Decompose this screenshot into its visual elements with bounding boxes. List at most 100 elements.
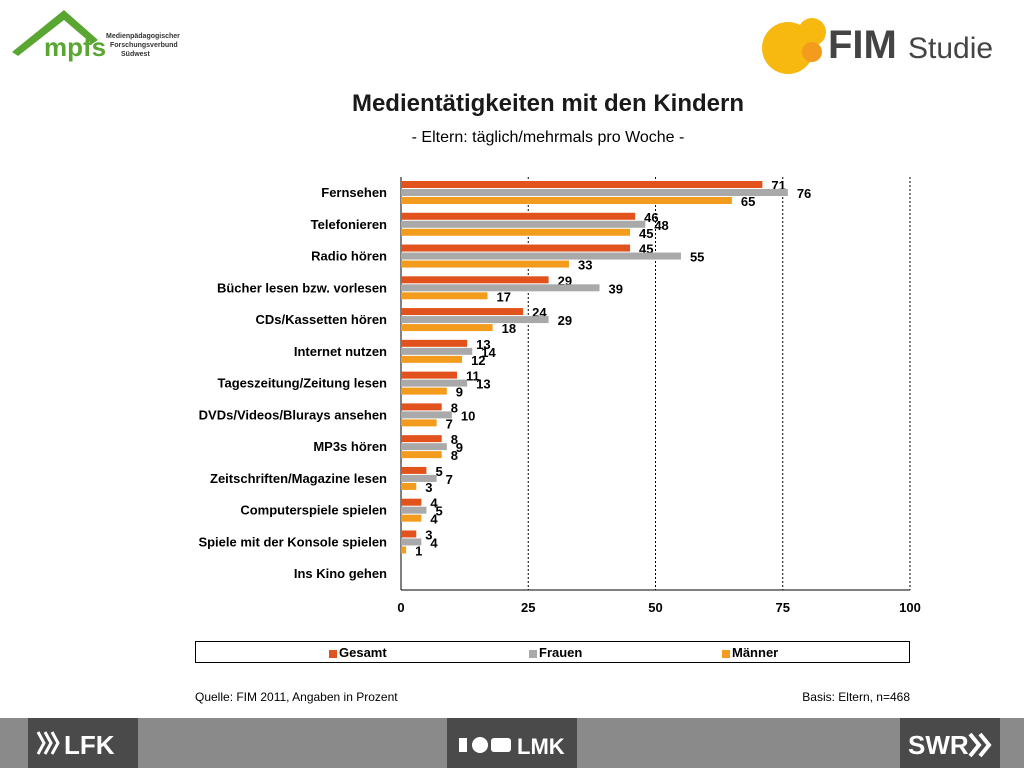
data-label: 13 (476, 337, 490, 352)
data-label: 5 (435, 504, 442, 519)
x-tick-label: 25 (521, 600, 535, 615)
lfk-logo: LFK (28, 718, 138, 768)
legend-item-gesamt: Gesamt (329, 645, 387, 660)
data-label: 18 (502, 321, 516, 336)
bar-maenner (401, 197, 732, 204)
source-note: Quelle: FIM 2011, Angaben in Prozent (195, 690, 398, 704)
data-label: 65 (741, 194, 755, 209)
category-label: Spiele mit der Konsole spielen (198, 534, 387, 549)
lmk-logo: LMK (447, 718, 577, 768)
bar-frauen (401, 538, 422, 546)
bar-gesamt (401, 276, 549, 284)
bar-gesamt (401, 530, 417, 538)
data-label: 3 (425, 480, 432, 495)
category-label: Tageszeitung/Zeitung lesen (217, 376, 387, 391)
data-label: 17 (497, 289, 511, 304)
x-tick-label: 50 (648, 600, 662, 615)
category-label: CDs/Kassetten hören (256, 312, 388, 327)
chart-title: Medientätigkeiten mit den Kindern (351, 90, 745, 117)
data-label: 8 (451, 432, 458, 447)
x-tick-label: 100 (899, 600, 921, 615)
svg-text:Forschungsverbund: Forschungsverbund (110, 42, 178, 49)
bar-gesamt (401, 339, 468, 347)
bar-frauen (401, 347, 473, 355)
data-label: 45 (639, 226, 653, 241)
data-label: 76 (797, 186, 811, 201)
chart-legend: Gesamt Frauen Männer (195, 641, 910, 663)
data-label: 10 (461, 408, 475, 423)
data-label: 12 (471, 353, 485, 368)
mpfs-logo: mpfs Medienpädagogischer Forschungsverbu… (6, 0, 196, 70)
bar-frauen (401, 474, 437, 482)
mpfs-logo-text: mpfs (44, 32, 106, 62)
bar-gesamt (401, 498, 422, 506)
bar-gesamt (401, 308, 524, 316)
bar-gesamt (401, 435, 442, 443)
basis-note: Basis: Eltern, n=468 (802, 690, 910, 704)
category-label: Zeitschriften/Magazine lesen (210, 471, 387, 486)
bar-gesamt (401, 212, 636, 220)
bar-maenner (401, 355, 463, 363)
data-label: 8 (451, 448, 458, 463)
bar-gesamt (401, 371, 457, 379)
data-label: 9 (456, 440, 463, 455)
bar-maenner (401, 451, 442, 459)
bar-frauen (401, 411, 452, 419)
x-tick-label: 0 (397, 600, 404, 615)
swr-logo: SWR (900, 718, 1000, 768)
bar-maenner (401, 260, 569, 268)
bar-frauen (401, 284, 600, 292)
svg-text:LFK: LFK (64, 730, 115, 760)
legend-item-frauen: Frauen (529, 645, 582, 660)
data-label: 9 (456, 385, 463, 400)
data-label: 4 (430, 496, 438, 511)
bar-maenner (401, 324, 493, 332)
bar-maenner (401, 546, 407, 554)
bar-frauen (401, 252, 681, 260)
legend-swatch-gesamt (329, 649, 337, 658)
chart-subtitle: - Eltern: täglich/mehrmals pro Woche - (411, 129, 685, 146)
fim-logo-suffix: Studie (908, 32, 993, 65)
footer-bar: LFK LMK SWR (0, 718, 1024, 768)
bar-frauen (401, 316, 549, 324)
bar-maenner (401, 228, 631, 236)
data-label: 11 (466, 369, 480, 384)
category-label: Fernsehen (321, 185, 387, 200)
fim-logo-text: FIM (828, 23, 897, 67)
data-label: 4 (430, 535, 438, 550)
svg-text:SWR: SWR (908, 730, 969, 760)
bar-gesamt (401, 181, 763, 188)
x-tick-label: 75 (776, 600, 790, 615)
bar-frauen (401, 443, 447, 451)
bar-gesamt (401, 403, 442, 411)
data-label: 29 (558, 313, 572, 328)
data-label: 3 (425, 527, 432, 542)
category-label: Bücher lesen bzw. vorlesen (217, 280, 387, 295)
category-label: Computerspiele spielen (240, 503, 387, 518)
category-label: MP3s hören (313, 439, 387, 454)
category-label: Ins Kino gehen (294, 566, 387, 581)
legend-swatch-frauen (529, 649, 537, 658)
bar-maenner (401, 482, 417, 490)
bar-maenner (401, 292, 488, 300)
svg-text:Südwest: Südwest (121, 51, 150, 58)
data-label: 13 (476, 377, 490, 392)
svg-text:Medienpädagogischer: Medienpädagogischer (106, 33, 180, 40)
data-label: 33 (578, 258, 592, 273)
category-label: Internet nutzen (294, 344, 387, 359)
bar-frauen (401, 379, 468, 387)
bar-frauen (401, 506, 427, 514)
bar-maenner (401, 419, 437, 427)
data-label: 7 (446, 472, 453, 487)
fim-studie-logo: FIM Studie (760, 8, 1010, 78)
category-label: Telefonieren (311, 217, 387, 232)
category-label: Radio hören (311, 249, 387, 264)
svg-text:LMK: LMK (517, 734, 565, 759)
data-label: 14 (481, 345, 496, 360)
legend-swatch-maenner (722, 649, 730, 658)
legend-item-maenner: Männer (722, 645, 778, 660)
data-label: 39 (609, 281, 623, 296)
category-label: DVDs/Videos/Blurays ansehen (199, 407, 387, 422)
data-label: 8 (451, 400, 458, 415)
